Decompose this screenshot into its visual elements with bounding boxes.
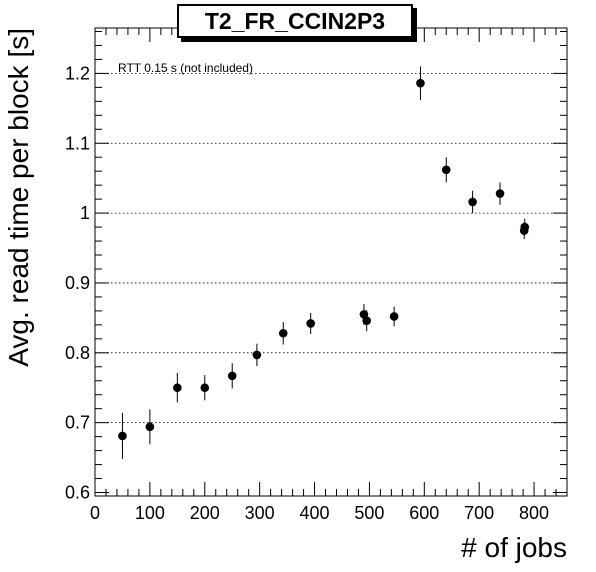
data-point [389, 312, 399, 321]
x-tick-label: 0 [90, 503, 100, 523]
x-tick-label: 400 [300, 503, 330, 523]
y-tick-label: 1.2 [65, 63, 90, 83]
chart-title: T2_FR_CCIN2P3 [177, 4, 413, 38]
x-axis-label: # of jobs [461, 532, 567, 563]
data-point [200, 383, 210, 393]
axis-ticks: 0.6 0.7 0.8 0.9 1 1.1 1.2 0 100 200 300 400 500 600 70… [65, 28, 568, 523]
data-point [362, 316, 371, 325]
x-tick-label: 200 [190, 503, 220, 523]
y-tick-label: 0.6 [65, 483, 90, 503]
data-point [173, 383, 182, 393]
data-point [495, 189, 505, 198]
x-tick-label: 100 [135, 503, 165, 523]
data-point [441, 165, 451, 175]
x-tick-label: 600 [409, 503, 439, 523]
data-point [468, 197, 477, 207]
data-point [278, 328, 288, 338]
data-point [252, 350, 262, 360]
y-tick-label: 1 [80, 203, 90, 223]
data-point [227, 371, 237, 381]
data-point [520, 222, 530, 232]
x-tick-label: 800 [519, 503, 549, 523]
y-axis-label: Avg. read time per block [s] [3, 28, 34, 367]
plot-frame [94, 27, 568, 497]
y-tick-label: 1.1 [65, 133, 90, 153]
rtt-annotation: RTT 0.15 s (not included) [118, 61, 253, 75]
x-tick-label: 700 [464, 503, 494, 523]
grid-lines [95, 73, 567, 424]
x-tick-label: 300 [245, 503, 275, 523]
y-tick-label: 0.8 [65, 343, 90, 363]
y-tick-label: 0.7 [65, 413, 90, 433]
y-tick-label: 0.9 [65, 273, 90, 293]
data-points [118, 66, 530, 459]
data-point [118, 431, 127, 441]
data-point [306, 319, 315, 328]
data-point [145, 422, 155, 432]
x-tick-label: 500 [354, 503, 384, 523]
data-point [416, 78, 425, 88]
